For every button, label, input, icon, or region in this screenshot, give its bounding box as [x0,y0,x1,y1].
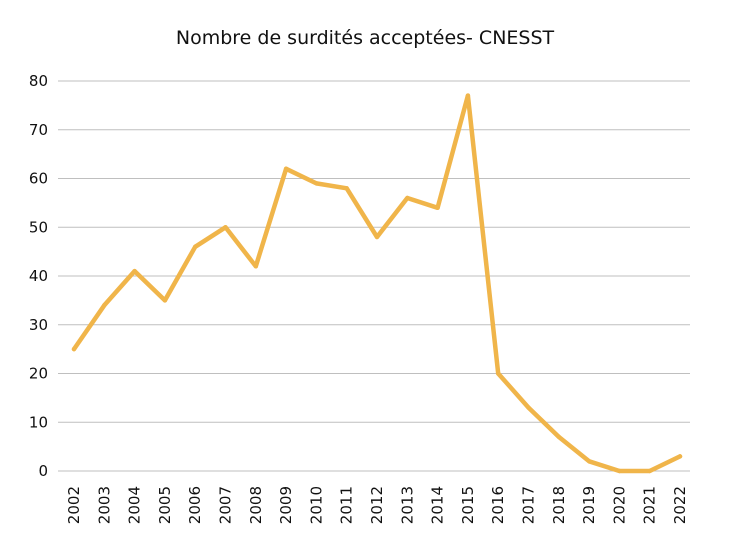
x-tick-label: 2007 [217,486,235,524]
data-point-2017 [526,405,531,410]
data-point-2015 [465,93,471,98]
y-tick-label: 70 [29,121,48,139]
data-point-2021 [647,468,652,474]
data-point-2012 [374,234,380,240]
x-tick-label: 2010 [307,486,325,524]
x-tick-label: 2018 [550,486,568,524]
data-point-2016 [496,371,501,376]
data-point-2007 [223,225,228,230]
x-tick-label: 2012 [368,486,386,524]
x-tick-label: 2014 [429,486,447,524]
data-point-2006 [193,244,198,249]
y-tick-label: 50 [29,218,48,236]
y-tick-label: 80 [29,72,48,90]
data-point-2018 [556,434,561,440]
x-tick-label: 2019 [580,486,598,524]
x-tick-label: 2011 [338,486,356,524]
series-layer [71,93,683,474]
chart-title: Nombre de surdités acceptées- CNESST [175,27,555,49]
x-tick-label: 2013 [398,486,416,524]
data-point-2014 [435,205,440,210]
y-tick-label: 20 [29,365,48,383]
data-point-2008 [253,264,258,269]
x-tick-label: 2020 [610,486,628,524]
x-tick-label: 2008 [247,486,265,524]
data-point-2013 [405,195,410,201]
data-point-2011 [344,186,349,191]
x-tick-label: 2009 [277,486,295,524]
x-tick-label: 2002 [65,486,83,524]
x-tick-label: 2017 [520,486,538,524]
data-point-2020 [617,468,622,474]
y-tick-label: 10 [29,413,48,431]
data-point-2003 [102,303,107,308]
gridlines [58,80,690,472]
data-point-2019 [586,459,592,464]
data-point-2009 [283,166,289,171]
x-tick-label: 2006 [186,486,204,524]
y-tick-label: 0 [38,462,48,480]
x-tick-label: 2022 [671,486,689,524]
y-tick-label: 40 [29,267,48,285]
x-axis-ticks: 2002 2003 2004 2005 2006 2007 2008 2009 2010 2011… [65,486,689,524]
data-point-2002 [71,346,77,352]
data-point-2022 [677,454,683,459]
y-tick-label: 30 [29,316,48,334]
x-tick-label: 2003 [95,486,113,524]
series-line [71,93,683,474]
data-point-2004 [132,268,137,274]
data-point-2010 [314,181,319,186]
y-axis-ticks: 0 10 20 30 40 50 60 70 80 [29,72,48,480]
y-tick-label: 60 [29,170,48,188]
x-tick-label: 2005 [156,486,174,524]
data-point-2005 [162,298,168,303]
x-tick-label: 2016 [489,486,507,524]
x-tick-label: 2015 [459,486,477,524]
x-tick-label: 2021 [641,486,659,524]
x-tick-label: 2004 [126,486,144,524]
